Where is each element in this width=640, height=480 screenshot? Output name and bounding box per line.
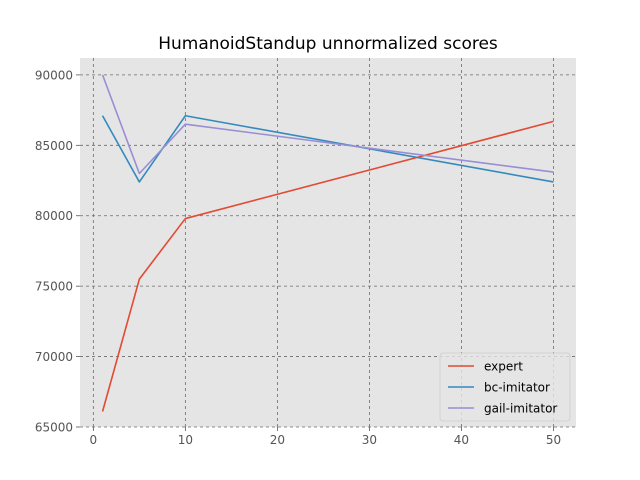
chart-title: HumanoidStandup unnormalized scores [158,34,498,54]
legend-label: expert [484,360,523,374]
x-tick-label: 40 [454,433,469,447]
x-tick-label: 30 [362,433,377,447]
legend-label: bc-imitator [484,381,550,395]
legend-box [439,352,571,422]
x-tick-label: 0 [90,433,98,447]
series-line-gail-imitator [101,74,554,175]
y-tick-label: 85000 [35,139,73,153]
y-tick-label: 90000 [35,68,73,82]
x-tick-label: 10 [178,433,193,447]
y-tick-label: 80000 [35,209,73,223]
y-tick-label: 65000 [35,421,73,435]
series-lines [101,74,554,412]
y-tick-label: 70000 [35,350,73,364]
series-line-expert [101,120,554,412]
y-tick-label: 75000 [35,280,73,294]
x-tick-label: 20 [270,433,285,447]
x-tick-label: 50 [546,433,561,447]
legend: expert bc-imitator gail-imitator [439,352,571,422]
x-axis: 0 10 20 30 40 50 [90,427,561,447]
legend-label: gail-imitator [484,402,557,416]
y-axis: 65000 70000 75000 80000 85000 90000 [35,68,80,435]
